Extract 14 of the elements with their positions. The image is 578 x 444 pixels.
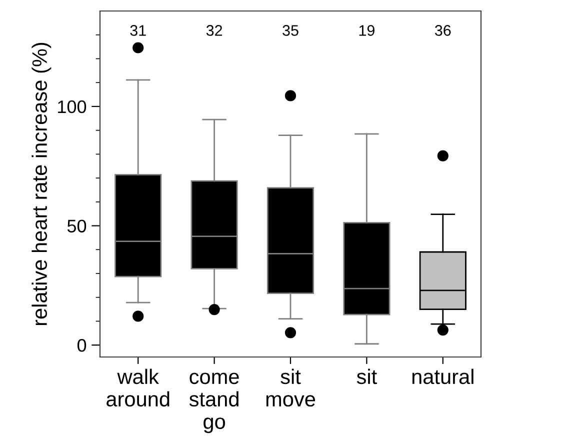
annotation: 35	[282, 25, 298, 36]
annotation: 19	[359, 25, 374, 36]
y-tick-label: 50	[67, 220, 86, 232]
y-tick-label: 100	[58, 100, 86, 114]
x-tick-label: walk around	[106, 368, 170, 407]
annotation: 31	[130, 25, 146, 36]
x-tick-label: sit move	[266, 368, 316, 407]
x-tick-label: sit	[356, 368, 377, 384]
annotation: 32	[206, 25, 222, 36]
x-tick-label: come stand go	[189, 372, 239, 434]
annotation: 36	[434, 25, 451, 36]
y-tick-label: 0	[77, 339, 86, 352]
x-tick-label: natural	[412, 368, 474, 384]
y-axis-title: relative heart rate increase (%)	[32, 42, 52, 326]
